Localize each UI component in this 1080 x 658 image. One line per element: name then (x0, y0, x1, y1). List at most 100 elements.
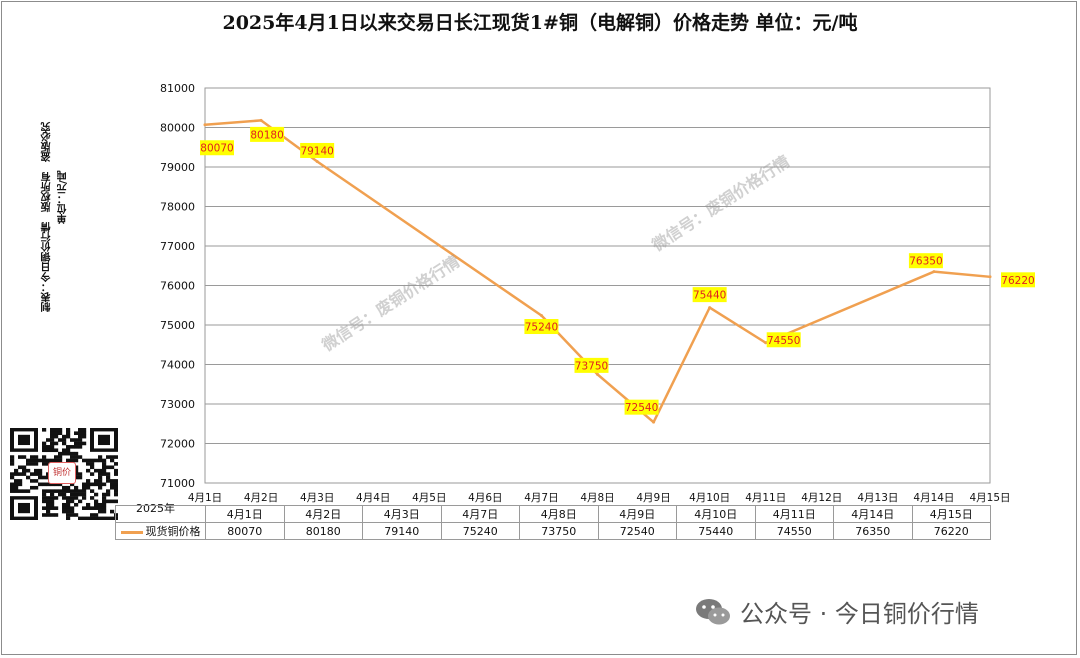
data-label-bg (574, 357, 609, 373)
qr-module (54, 441, 59, 446)
series-name: 现货铜价格 (145, 525, 201, 538)
qr-module (42, 445, 47, 449)
qr-module (90, 472, 95, 476)
qr-module (46, 448, 51, 453)
qr-module (98, 502, 103, 507)
qr-module (102, 506, 107, 510)
y-tick-label: 72000 (160, 438, 195, 451)
qr-module (50, 482, 55, 487)
qr-module (54, 489, 59, 493)
table-date-cell: 4月1日 (205, 505, 285, 523)
table-value-cell: 72540 (597, 522, 677, 540)
qr-module (74, 472, 79, 476)
qr-module (62, 434, 67, 439)
qr-module (114, 462, 118, 466)
qr-module (62, 502, 67, 507)
qr-module (74, 455, 79, 459)
data-label: 73750 (575, 360, 608, 372)
data-point (539, 314, 543, 318)
qr-module (54, 434, 59, 439)
qr-module (78, 434, 83, 439)
qr-module (14, 479, 19, 483)
qr-module (46, 489, 51, 493)
qr-module (30, 479, 35, 483)
qr-module (78, 428, 83, 432)
qr-module (94, 502, 99, 507)
qr-module (102, 499, 107, 504)
qr-module (78, 516, 83, 520)
qr-module (106, 499, 111, 504)
qr-module (42, 448, 47, 453)
qr-module (42, 441, 47, 446)
table-value-cell: 76220 (911, 522, 991, 540)
table-value-cell: 79140 (362, 522, 442, 540)
qr-module (34, 485, 39, 490)
qr-module (82, 458, 87, 463)
qr-module (98, 485, 103, 490)
series-legend-swatch (120, 530, 143, 534)
qr-module (58, 431, 63, 436)
qr-module (86, 502, 91, 507)
qr-module (18, 465, 23, 470)
qr-module (18, 489, 23, 493)
qr-module (10, 472, 15, 476)
qr-module (106, 489, 111, 493)
data-point (596, 372, 599, 376)
qr-module (14, 485, 19, 490)
qr-module (70, 458, 75, 463)
table-value-cell: 75440 (676, 522, 756, 540)
qr-module (82, 482, 87, 487)
qr-badge: 铜价 (48, 462, 76, 484)
data-point (203, 123, 207, 127)
qr-module (106, 475, 111, 480)
data-label-bg (250, 126, 285, 142)
y-tick-label: 77000 (160, 240, 195, 253)
qr-module (42, 492, 47, 497)
qr-module (70, 445, 75, 449)
qr-module (98, 506, 103, 510)
qr-module (66, 509, 71, 514)
qr-module (66, 496, 71, 500)
qr-module (102, 482, 107, 487)
qr-module (114, 468, 118, 473)
qr-module (18, 479, 23, 483)
qr-module (58, 492, 63, 497)
qr-module (66, 502, 71, 507)
qr-module (46, 502, 51, 507)
qr-module (90, 462, 95, 466)
qr-module (70, 499, 75, 504)
qr-module (14, 472, 19, 476)
qr-module (78, 489, 83, 493)
qr-module (54, 431, 59, 436)
qr-module (54, 506, 59, 510)
qr-module (74, 513, 79, 517)
qr-module (62, 506, 67, 510)
wechat-icon (696, 598, 730, 624)
table-date-cell: 4月14日 (833, 505, 913, 523)
qr-module (94, 468, 99, 473)
qr-module (50, 489, 55, 493)
qr-module (90, 513, 95, 517)
qr-module (58, 451, 63, 456)
qr-module (10, 485, 15, 490)
x-tick-label: 4月6日 (468, 492, 502, 504)
qr-module (62, 509, 67, 514)
qr-module (70, 451, 75, 456)
table-date-cell: 4月8日 (519, 505, 599, 523)
qr-module (66, 485, 71, 490)
table-date-cell: 4月11日 (754, 505, 834, 523)
qr-module (74, 465, 79, 470)
qr-module (82, 516, 87, 520)
series-line (204, 119, 991, 424)
qr-module (34, 472, 39, 476)
qr-module (110, 509, 115, 514)
qr-module (54, 455, 59, 459)
qr-module (70, 492, 75, 497)
qr-module (66, 445, 71, 449)
qr-module (54, 482, 59, 487)
qr-module (50, 513, 55, 517)
qr-module (90, 496, 95, 500)
qr-module (10, 482, 15, 487)
data-point (315, 159, 319, 163)
